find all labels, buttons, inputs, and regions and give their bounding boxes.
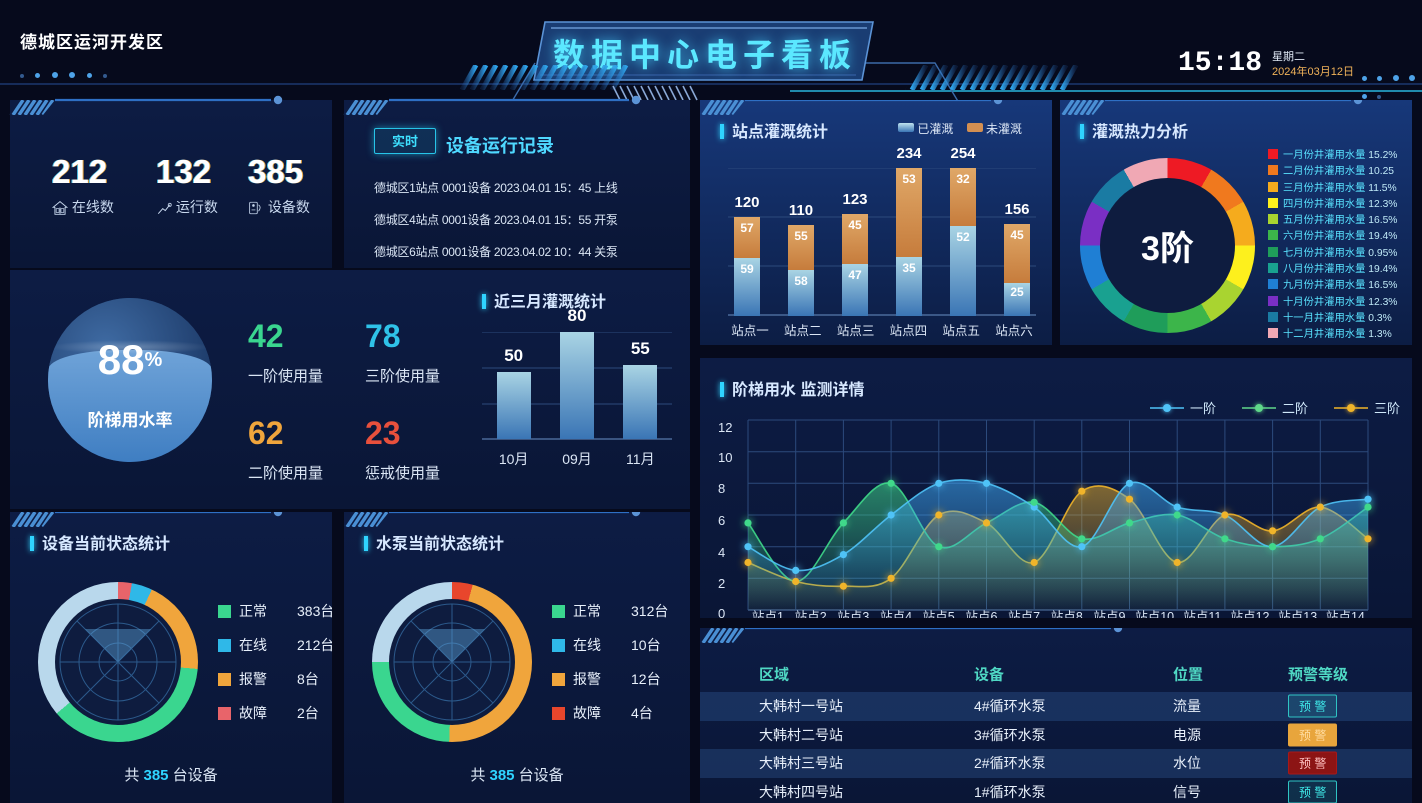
svg-text:一阶: 一阶 [1190,401,1216,416]
svg-text:三阶: 三阶 [1374,401,1400,416]
svg-text:二阶: 二阶 [1282,401,1308,416]
